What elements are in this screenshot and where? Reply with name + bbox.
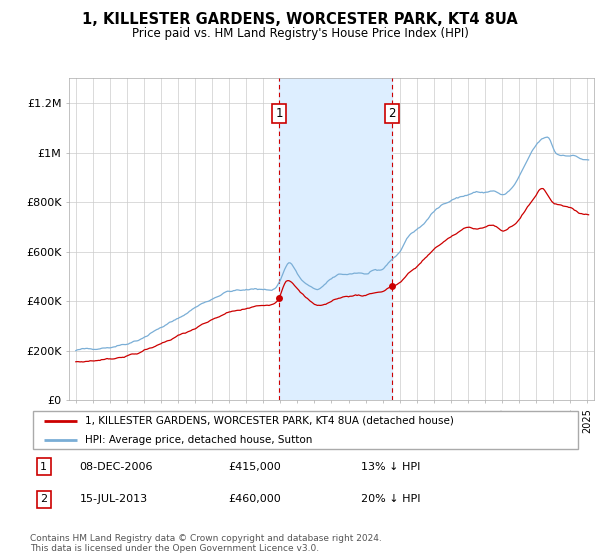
- Text: Contains HM Land Registry data © Crown copyright and database right 2024.
This d: Contains HM Land Registry data © Crown c…: [30, 534, 382, 553]
- Text: 1: 1: [40, 461, 47, 472]
- Text: 20% ↓ HPI: 20% ↓ HPI: [361, 494, 421, 505]
- Text: £415,000: £415,000: [229, 461, 281, 472]
- Text: 15-JUL-2013: 15-JUL-2013: [80, 494, 148, 505]
- Text: 2: 2: [388, 108, 395, 120]
- Text: 1, KILLESTER GARDENS, WORCESTER PARK, KT4 8UA (detached house): 1, KILLESTER GARDENS, WORCESTER PARK, KT…: [85, 416, 454, 426]
- Text: Price paid vs. HM Land Registry's House Price Index (HPI): Price paid vs. HM Land Registry's House …: [131, 27, 469, 40]
- Text: 1, KILLESTER GARDENS, WORCESTER PARK, KT4 8UA: 1, KILLESTER GARDENS, WORCESTER PARK, KT…: [82, 12, 518, 27]
- Text: 1: 1: [275, 108, 283, 120]
- Text: 2: 2: [40, 494, 47, 505]
- Text: 13% ↓ HPI: 13% ↓ HPI: [361, 461, 421, 472]
- Text: £460,000: £460,000: [229, 494, 281, 505]
- Text: 08-DEC-2006: 08-DEC-2006: [80, 461, 153, 472]
- Bar: [279, 78, 392, 400]
- FancyBboxPatch shape: [33, 411, 578, 449]
- Text: HPI: Average price, detached house, Sutton: HPI: Average price, detached house, Sutt…: [85, 435, 313, 445]
